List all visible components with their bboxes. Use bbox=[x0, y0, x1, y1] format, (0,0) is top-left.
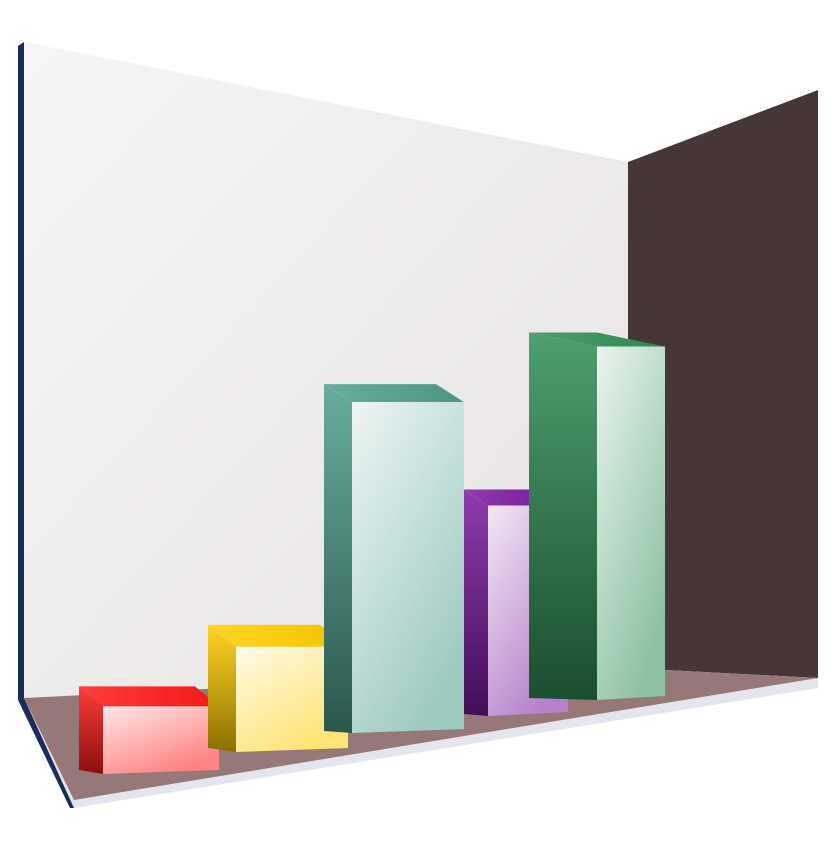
bar-5-front bbox=[597, 346, 665, 700]
bar-2-front bbox=[236, 646, 348, 752]
bar-3-side bbox=[324, 384, 352, 733]
bar-5-side bbox=[529, 332, 597, 700]
bar-1-front bbox=[103, 706, 219, 774]
bar-3-top bbox=[324, 384, 464, 403]
bar-5-top bbox=[529, 332, 665, 347]
bar-2-top bbox=[208, 624, 348, 647]
bar-4-side bbox=[464, 489, 488, 716]
bar-3-front bbox=[352, 402, 464, 733]
bar-2-side bbox=[208, 624, 236, 752]
bar-2 bbox=[208, 624, 348, 752]
chart-wall-left-edge bbox=[18, 42, 24, 700]
bar-1 bbox=[79, 686, 219, 774]
bars-group bbox=[79, 332, 665, 774]
bar-1-top bbox=[79, 686, 219, 707]
bar-3 bbox=[324, 384, 464, 733]
bar-5 bbox=[529, 332, 665, 700]
chart-side-wall bbox=[628, 90, 818, 678]
chart-floor-left-edge bbox=[18, 698, 74, 808]
bar-1-side bbox=[79, 686, 103, 774]
